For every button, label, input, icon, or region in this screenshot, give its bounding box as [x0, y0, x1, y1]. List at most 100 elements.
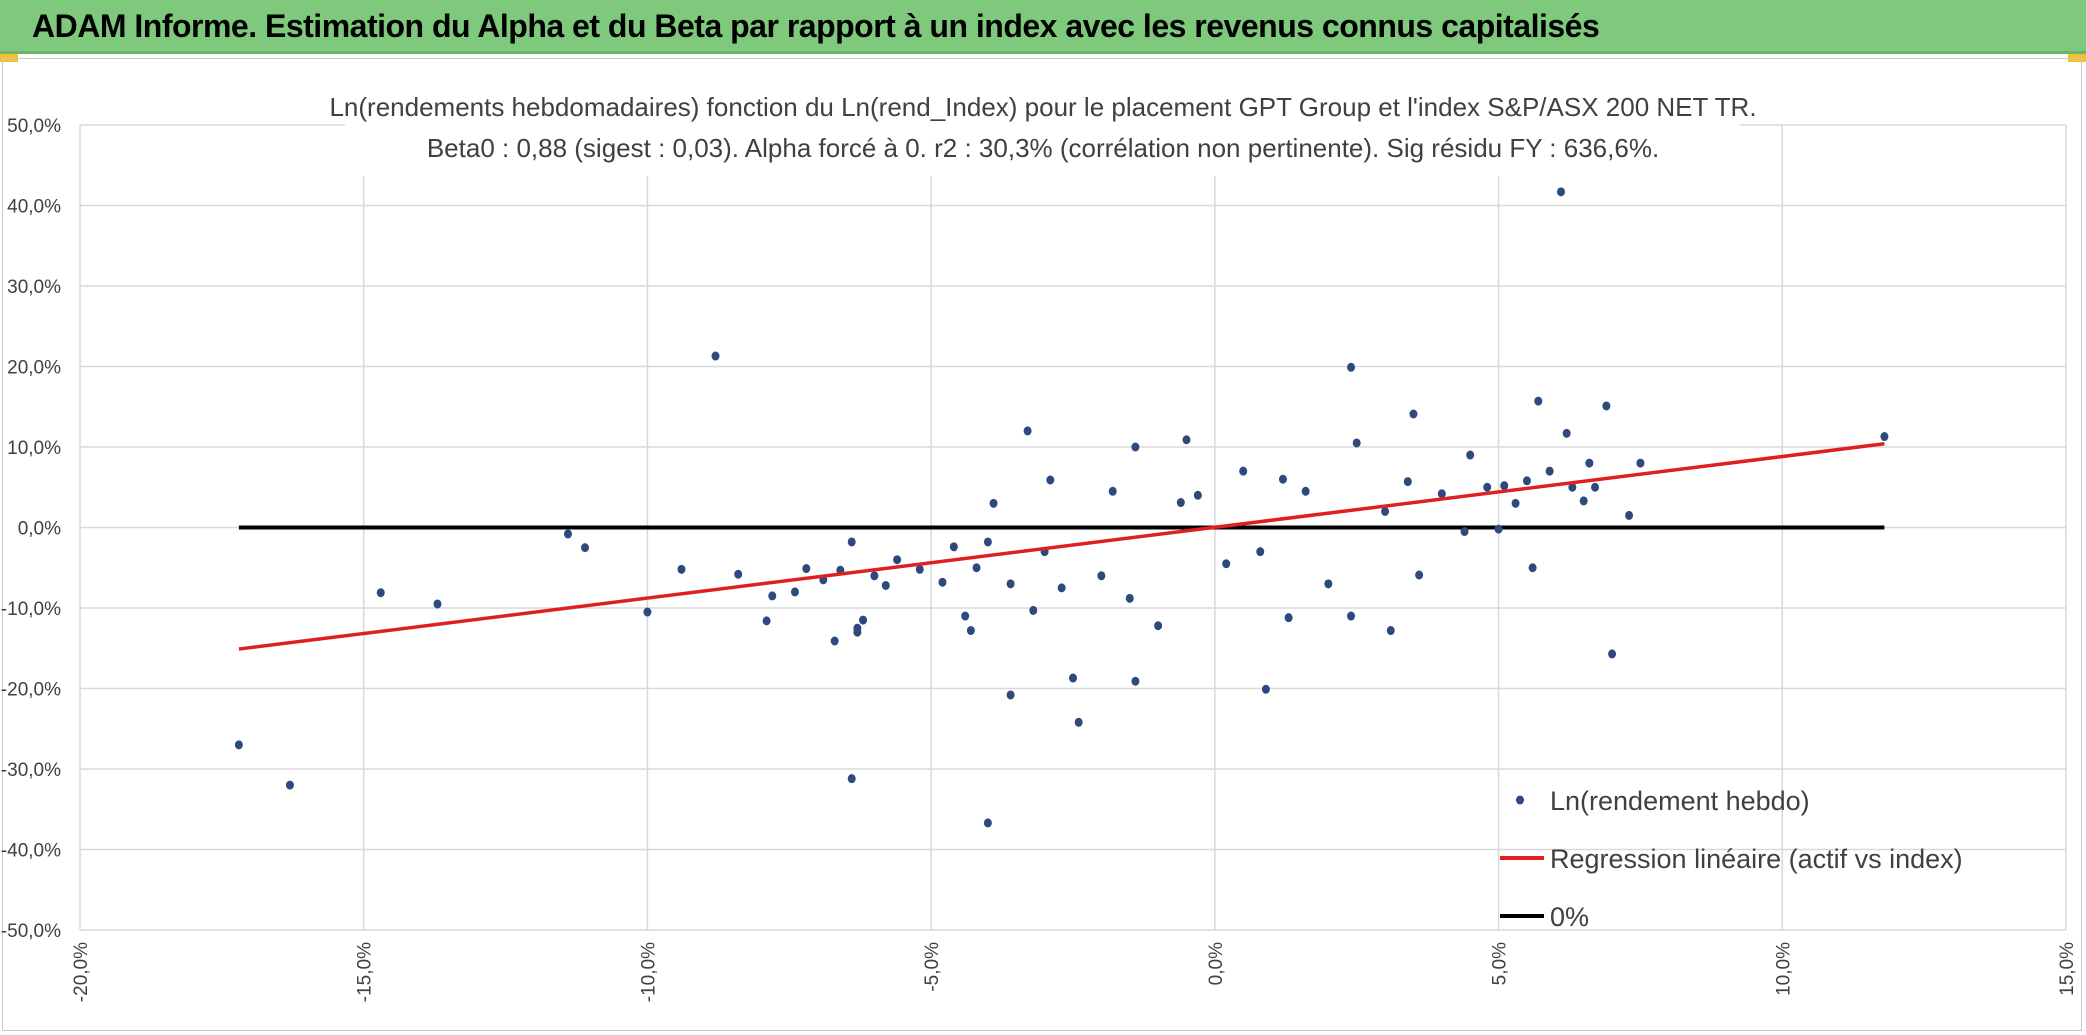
data-point — [983, 818, 992, 828]
y-tick-label: 10,0% — [7, 438, 61, 459]
data-point — [1483, 482, 1492, 492]
x-tick-label: 10,0% — [1773, 942, 1794, 996]
data-point — [1415, 570, 1424, 580]
data-point — [1409, 409, 1418, 419]
data-point — [1381, 506, 1390, 516]
data-point — [881, 580, 890, 590]
data-point — [1023, 426, 1032, 436]
data-point — [1500, 481, 1509, 491]
data-point — [1176, 498, 1185, 508]
data-point — [893, 555, 902, 565]
data-point — [1029, 605, 1038, 615]
data-point — [949, 542, 958, 552]
y-tick-label: -40,0% — [1, 841, 61, 862]
data-point — [870, 571, 879, 581]
data-point — [1301, 486, 1310, 496]
data-point — [983, 537, 992, 547]
data-point — [1131, 676, 1140, 686]
y-tick-label: -20,0% — [1, 680, 61, 701]
x-tick-label: -5,0% — [922, 942, 943, 992]
data-point — [1556, 187, 1565, 197]
data-point — [677, 564, 686, 574]
data-point — [1466, 450, 1475, 460]
data-point — [790, 587, 799, 597]
data-point — [734, 569, 743, 579]
y-tick-label: 0,0% — [18, 519, 61, 540]
legend-label: 0% — [1550, 902, 1589, 932]
data-point — [1069, 673, 1077, 683]
data-point — [1284, 613, 1293, 623]
data-point — [1636, 458, 1645, 468]
legend: Ln(rendement hebdo) Regression linéaire (… — [1500, 786, 1963, 932]
data-point — [1324, 579, 1333, 589]
data-point — [1579, 496, 1588, 506]
data-point — [1534, 396, 1543, 406]
data-point — [1347, 362, 1356, 372]
data-point — [1437, 489, 1446, 499]
data-point — [1239, 466, 1248, 476]
x-tick-label: -15,0% — [355, 942, 376, 1002]
data-point — [847, 774, 856, 784]
x-axis-ticks: -20,0% -15,0% -10,0% -5,0% 0,0% 5,0% 10,0% 15,0… — [71, 942, 2078, 1002]
data-point — [1074, 717, 1083, 727]
chart-subtitle: Beta0 : 0,88 (sigest : 0,03). Alpha forc… — [427, 133, 1659, 163]
data-point — [1006, 690, 1015, 700]
data-point — [1193, 490, 1202, 500]
data-point — [1347, 611, 1356, 621]
data-point — [376, 588, 385, 598]
data-point — [433, 599, 442, 609]
data-point — [1403, 477, 1412, 487]
y-tick-label: 40,0% — [7, 197, 61, 218]
plot-area — [234, 187, 1889, 828]
y-tick-label: -30,0% — [1, 760, 61, 781]
data-point — [1522, 476, 1531, 486]
chart-titles: Ln(rendements hebdomadaires) fonction du… — [329, 84, 1757, 176]
y-tick-label: 30,0% — [7, 277, 61, 298]
data-point — [859, 615, 868, 625]
data-point — [1278, 474, 1287, 484]
data-point — [802, 564, 811, 574]
report-banner: ADAM Informe. Estimation du Alpha et du … — [0, 0, 2086, 54]
data-point — [581, 543, 590, 553]
regression-line — [238, 442, 1885, 651]
data-point — [1386, 626, 1395, 636]
data-point — [643, 607, 652, 617]
y-axis-ticks: 50,0% 40,0% 30,0% 20,0% 10,0% 0,0% -10,0% -20,0… — [1, 116, 61, 942]
data-point — [830, 636, 839, 646]
data-point — [1097, 571, 1106, 581]
x-tick-label: -10,0% — [638, 942, 659, 1002]
data-point — [1625, 510, 1634, 520]
x-tick-label: 5,0% — [1490, 942, 1511, 985]
data-point — [1562, 428, 1571, 438]
data-point — [563, 529, 572, 539]
data-point — [989, 498, 998, 508]
data-point — [1125, 593, 1134, 603]
data-point — [1057, 583, 1066, 593]
data-point — [1261, 684, 1270, 694]
data-point — [966, 626, 975, 636]
data-point — [1131, 442, 1140, 452]
report-title: ADAM Informe. Estimation du Alpha et du … — [32, 8, 1600, 44]
chart-title: Ln(rendements hebdomadaires) fonction du… — [329, 92, 1756, 122]
data-point — [972, 563, 981, 573]
data-point — [938, 577, 947, 587]
data-point — [1880, 432, 1889, 442]
data-point — [961, 611, 970, 621]
data-point — [1222, 559, 1231, 569]
data-point — [1154, 621, 1163, 631]
data-point — [762, 616, 771, 626]
data-point — [1108, 486, 1117, 496]
legend-marker-scatter — [1516, 795, 1524, 805]
data-point — [234, 740, 243, 750]
data-point — [1352, 438, 1361, 448]
chart-frame — [2, 58, 2082, 1031]
x-tick-label: 0,0% — [1206, 942, 1227, 985]
data-point — [1511, 498, 1520, 508]
y-tick-label: -10,0% — [1, 599, 61, 620]
data-point — [1182, 435, 1191, 445]
data-point — [1608, 649, 1617, 659]
y-tick-label: 20,0% — [7, 358, 61, 379]
data-point — [853, 627, 862, 637]
title-backdrop — [345, 84, 1740, 176]
data-point — [1585, 458, 1594, 468]
